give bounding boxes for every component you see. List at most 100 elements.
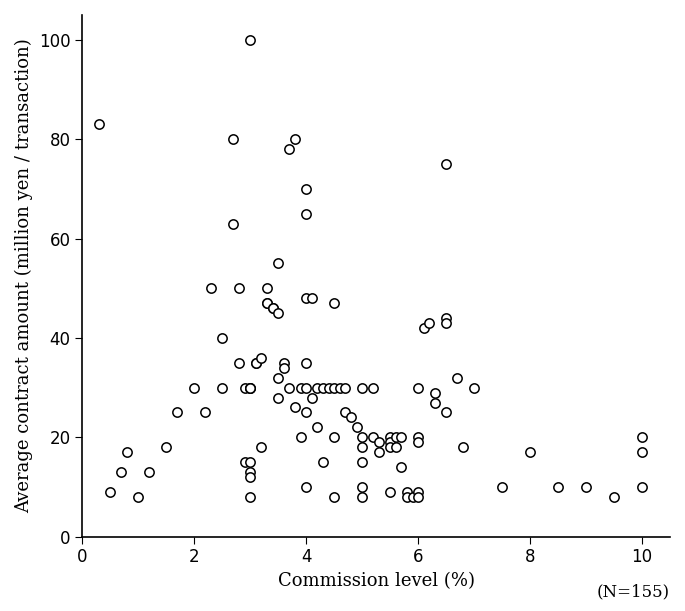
Point (273, 308, 284, 318)
Point (357, 382, 368, 392)
Point (390, 433, 401, 442)
Point (273, 393, 284, 403)
Point (553, 482, 564, 492)
Point (262, 298, 273, 308)
Point (200, 408, 211, 417)
Point (351, 422, 362, 432)
Point (429, 388, 440, 398)
Point (267, 303, 278, 313)
Point (317, 382, 328, 392)
Point (407, 492, 418, 502)
Point (329, 492, 340, 502)
Point (239, 382, 250, 392)
Point (412, 487, 423, 497)
Point (239, 457, 250, 467)
Text: (N=155): (N=155) (597, 584, 670, 601)
Point (295, 433, 306, 442)
Point (188, 382, 199, 392)
Point (385, 437, 396, 447)
Point (256, 353, 267, 363)
Point (385, 487, 396, 497)
Point (357, 442, 368, 452)
Point (368, 433, 379, 442)
Point (357, 433, 368, 442)
Point (317, 457, 328, 467)
Point (440, 408, 451, 417)
Point (301, 293, 312, 303)
Point (284, 382, 295, 392)
Point (290, 134, 301, 144)
Point (412, 437, 423, 447)
Point (234, 284, 245, 293)
Point (245, 472, 256, 482)
Point (419, 323, 429, 333)
Point (329, 382, 340, 392)
Point (525, 447, 536, 457)
Point (329, 433, 340, 442)
Point (357, 482, 368, 492)
Point (323, 382, 334, 392)
Point (216, 333, 227, 343)
Point (357, 492, 368, 502)
Point (301, 209, 312, 219)
Point (357, 457, 368, 467)
Point (301, 184, 312, 194)
Point (440, 313, 451, 323)
Point (206, 284, 216, 293)
Point (94, 119, 105, 129)
Point (396, 433, 407, 442)
Point (306, 293, 317, 303)
Point (312, 422, 323, 432)
Point (250, 358, 261, 368)
Point (301, 382, 312, 392)
Point (497, 482, 508, 492)
Point (245, 467, 256, 477)
Point (273, 258, 284, 268)
Point (373, 437, 384, 447)
Point (216, 382, 227, 392)
Point (290, 403, 301, 412)
Point (608, 492, 619, 502)
Point (368, 382, 379, 392)
Point (116, 467, 127, 477)
Point (412, 382, 423, 392)
Point (273, 373, 284, 382)
Point (172, 408, 183, 417)
Point (262, 298, 273, 308)
Point (105, 487, 116, 497)
Point (401, 487, 412, 497)
Point (469, 382, 479, 392)
Point (144, 467, 155, 477)
Point (121, 447, 132, 457)
Point (295, 382, 306, 392)
Point (278, 363, 289, 373)
Point (245, 492, 256, 502)
Point (401, 492, 412, 502)
Point (228, 219, 239, 229)
Point (133, 492, 144, 502)
Point (245, 457, 256, 467)
Point (440, 318, 451, 328)
Point (256, 442, 267, 452)
Point (636, 433, 647, 442)
Point (340, 382, 351, 392)
Point (301, 358, 312, 368)
Point (385, 433, 396, 442)
Point (245, 382, 256, 392)
Point (301, 482, 312, 492)
Point (440, 159, 451, 169)
Point (228, 134, 239, 144)
Point (429, 398, 440, 408)
Point (245, 35, 256, 45)
Point (301, 408, 312, 417)
Point (424, 318, 435, 328)
Point (161, 442, 172, 452)
Point (636, 447, 647, 457)
Point (278, 358, 289, 368)
Point (234, 358, 245, 368)
Point (267, 303, 278, 313)
Point (412, 492, 423, 502)
Point (306, 393, 317, 403)
Point (390, 442, 401, 452)
Point (452, 373, 463, 382)
